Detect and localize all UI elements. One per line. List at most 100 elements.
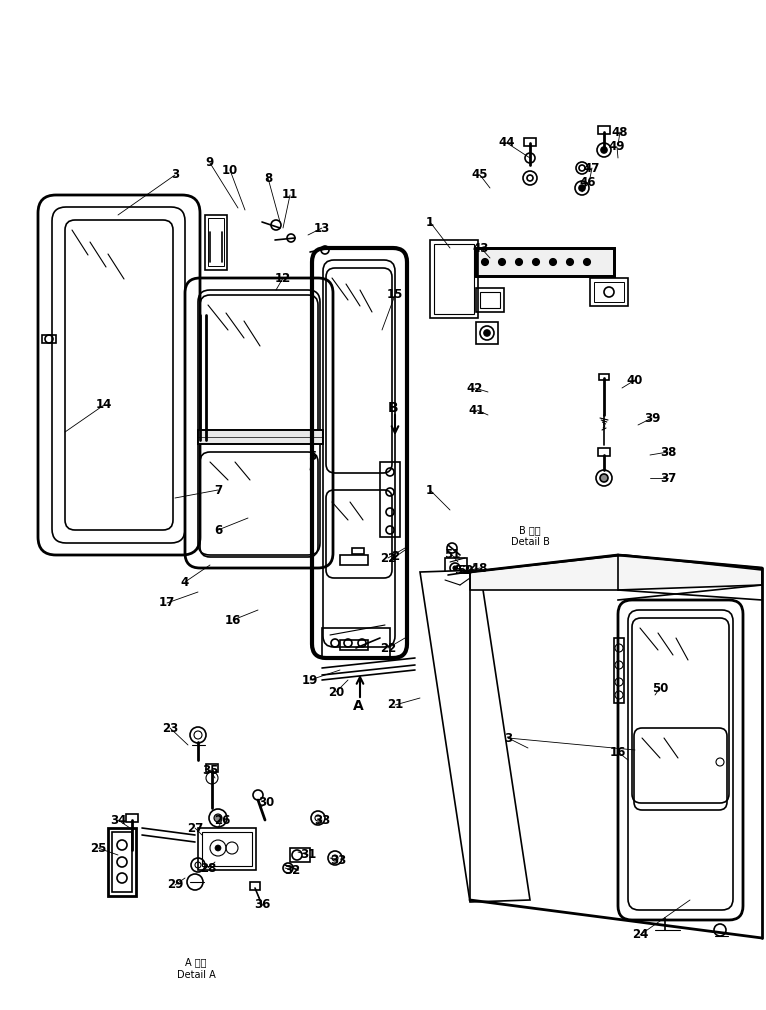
- Text: 12: 12: [275, 272, 291, 285]
- Text: 3: 3: [504, 731, 512, 744]
- Bar: [599, 374, 609, 380]
- Bar: [198, 430, 323, 444]
- Bar: [594, 282, 624, 302]
- Text: 29: 29: [167, 879, 183, 892]
- Text: 2: 2: [391, 550, 399, 564]
- Text: 23: 23: [162, 721, 178, 734]
- Bar: [340, 640, 368, 650]
- Text: 16: 16: [224, 613, 241, 626]
- Bar: [476, 322, 498, 344]
- Bar: [590, 278, 628, 306]
- Bar: [206, 764, 218, 772]
- Text: 33: 33: [314, 813, 330, 826]
- Text: 14: 14: [96, 399, 112, 411]
- Text: 6: 6: [214, 523, 222, 536]
- Text: 13: 13: [314, 221, 330, 234]
- Bar: [322, 628, 390, 658]
- Text: 28: 28: [200, 862, 216, 875]
- Text: 48: 48: [612, 125, 628, 138]
- Text: 3: 3: [171, 169, 179, 182]
- Text: 16: 16: [610, 745, 626, 759]
- Circle shape: [484, 330, 490, 336]
- Bar: [434, 244, 474, 314]
- Text: 19: 19: [302, 674, 318, 687]
- Bar: [108, 828, 136, 896]
- Text: 51: 51: [444, 548, 460, 562]
- Bar: [352, 548, 364, 554]
- Bar: [598, 448, 610, 456]
- Bar: [476, 248, 614, 276]
- Text: 37: 37: [660, 472, 676, 485]
- Bar: [430, 240, 478, 318]
- Circle shape: [482, 259, 489, 266]
- Text: 26: 26: [214, 813, 231, 826]
- Bar: [126, 814, 138, 822]
- Text: 30: 30: [258, 797, 274, 809]
- Polygon shape: [420, 570, 530, 902]
- Text: 7: 7: [214, 484, 222, 497]
- Circle shape: [579, 185, 585, 191]
- Polygon shape: [470, 556, 762, 590]
- Text: 50: 50: [652, 682, 668, 695]
- Text: 32: 32: [284, 864, 300, 877]
- Bar: [598, 126, 610, 134]
- Text: 15: 15: [387, 289, 403, 302]
- Bar: [524, 138, 536, 146]
- Circle shape: [549, 259, 557, 266]
- Circle shape: [516, 259, 522, 266]
- Text: 31: 31: [300, 848, 316, 862]
- Text: 33: 33: [330, 853, 346, 867]
- Text: 42: 42: [466, 382, 483, 395]
- Text: 5: 5: [308, 450, 316, 464]
- Text: 27: 27: [187, 821, 203, 834]
- Circle shape: [601, 147, 607, 153]
- Text: 1: 1: [426, 215, 434, 228]
- Bar: [380, 462, 400, 537]
- Text: 24: 24: [632, 928, 648, 941]
- Text: B 詳細: B 詳細: [519, 525, 541, 535]
- Text: 21: 21: [387, 699, 403, 711]
- Text: 38: 38: [660, 445, 676, 459]
- Text: 47: 47: [584, 162, 601, 175]
- Text: 44: 44: [499, 136, 516, 149]
- Circle shape: [532, 259, 539, 266]
- Bar: [476, 248, 614, 276]
- Text: Detail B: Detail B: [511, 537, 549, 547]
- Text: 52: 52: [453, 564, 470, 577]
- Text: A 詳細: A 詳細: [185, 957, 207, 967]
- Bar: [202, 832, 252, 866]
- Circle shape: [600, 474, 608, 482]
- Bar: [445, 558, 467, 573]
- Text: 4: 4: [181, 576, 189, 589]
- Text: 20: 20: [328, 686, 344, 699]
- Text: 46: 46: [580, 177, 596, 190]
- Bar: [42, 335, 56, 343]
- Text: Detail A: Detail A: [177, 970, 215, 980]
- Text: 49: 49: [609, 140, 625, 154]
- Bar: [250, 882, 260, 890]
- Bar: [290, 848, 310, 862]
- Text: B: B: [388, 401, 398, 415]
- Circle shape: [215, 845, 221, 851]
- Bar: [112, 832, 132, 892]
- Text: 41: 41: [469, 404, 485, 416]
- Text: 22: 22: [380, 641, 396, 654]
- Text: 35: 35: [201, 764, 218, 777]
- Text: 22: 22: [380, 551, 396, 565]
- Text: 25: 25: [90, 841, 106, 854]
- Text: 1: 1: [426, 484, 434, 497]
- Text: 34: 34: [110, 813, 126, 826]
- Circle shape: [567, 259, 574, 266]
- Bar: [614, 638, 624, 703]
- Text: 43: 43: [473, 241, 489, 255]
- Text: 9: 9: [206, 157, 214, 170]
- Text: 8: 8: [264, 172, 272, 185]
- Text: 40: 40: [627, 374, 643, 387]
- Text: A: A: [352, 699, 363, 713]
- Text: 50: 50: [457, 564, 473, 577]
- Text: 45: 45: [472, 169, 488, 182]
- Circle shape: [584, 259, 591, 266]
- Bar: [340, 556, 368, 565]
- Bar: [205, 215, 227, 270]
- Bar: [198, 828, 256, 870]
